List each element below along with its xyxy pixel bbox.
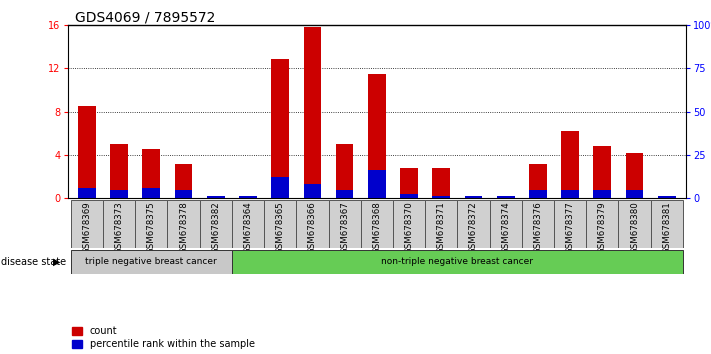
Text: triple negative breast cancer: triple negative breast cancer <box>85 257 217 267</box>
FancyBboxPatch shape <box>522 200 554 248</box>
Text: disease state: disease state <box>1 257 66 267</box>
FancyBboxPatch shape <box>457 200 490 248</box>
Text: GSM678370: GSM678370 <box>405 201 414 254</box>
Bar <box>368 171 385 198</box>
FancyBboxPatch shape <box>393 200 425 248</box>
FancyBboxPatch shape <box>328 200 360 248</box>
FancyBboxPatch shape <box>167 200 200 248</box>
Bar <box>432 196 450 198</box>
FancyBboxPatch shape <box>232 200 264 248</box>
Bar <box>110 144 128 198</box>
Bar <box>336 190 353 198</box>
Text: GSM678366: GSM678366 <box>308 201 317 254</box>
Text: GSM678376: GSM678376 <box>533 201 542 254</box>
Text: GSM678369: GSM678369 <box>82 201 92 254</box>
Bar <box>175 164 193 198</box>
Bar <box>529 190 547 198</box>
Bar <box>368 74 385 198</box>
Bar <box>142 188 160 198</box>
Bar <box>561 190 579 198</box>
Text: GSM678374: GSM678374 <box>501 201 510 254</box>
Text: GSM678367: GSM678367 <box>340 201 349 254</box>
Bar <box>304 184 321 198</box>
Bar <box>272 59 289 198</box>
Bar <box>400 194 418 198</box>
Bar <box>594 146 611 198</box>
Text: GSM678365: GSM678365 <box>276 201 284 254</box>
FancyBboxPatch shape <box>619 200 651 248</box>
FancyBboxPatch shape <box>200 200 232 248</box>
Bar <box>594 190 611 198</box>
FancyBboxPatch shape <box>651 200 683 248</box>
Bar <box>432 168 450 198</box>
Text: GSM678368: GSM678368 <box>373 201 381 254</box>
Text: GDS4069 / 7895572: GDS4069 / 7895572 <box>75 11 215 25</box>
Text: GSM678382: GSM678382 <box>211 201 220 254</box>
Bar <box>497 196 515 198</box>
Bar <box>464 196 482 198</box>
FancyBboxPatch shape <box>360 200 393 248</box>
FancyBboxPatch shape <box>71 200 103 248</box>
Bar <box>110 190 128 198</box>
Text: GSM678372: GSM678372 <box>469 201 478 254</box>
FancyBboxPatch shape <box>264 200 296 248</box>
Text: non-triple negative breast cancer: non-triple negative breast cancer <box>381 257 533 267</box>
FancyBboxPatch shape <box>554 200 587 248</box>
Text: GSM678379: GSM678379 <box>598 201 607 254</box>
Text: GSM678381: GSM678381 <box>662 201 671 254</box>
FancyBboxPatch shape <box>490 200 522 248</box>
Bar <box>561 131 579 198</box>
Bar <box>78 188 96 198</box>
Text: GSM678364: GSM678364 <box>243 201 252 254</box>
Bar <box>239 196 257 198</box>
FancyBboxPatch shape <box>71 250 232 274</box>
Bar <box>304 27 321 198</box>
Text: GSM678373: GSM678373 <box>114 201 124 254</box>
Bar <box>142 149 160 198</box>
Bar <box>207 196 225 198</box>
FancyBboxPatch shape <box>296 200 328 248</box>
Bar <box>658 196 675 198</box>
FancyBboxPatch shape <box>103 200 135 248</box>
Bar <box>336 144 353 198</box>
Bar <box>626 153 643 198</box>
Text: GSM678375: GSM678375 <box>146 201 156 254</box>
FancyBboxPatch shape <box>232 250 683 274</box>
Text: GSM678380: GSM678380 <box>630 201 639 254</box>
FancyBboxPatch shape <box>135 200 167 248</box>
Text: GSM678371: GSM678371 <box>437 201 446 254</box>
Bar <box>78 106 96 198</box>
Bar <box>175 190 193 198</box>
FancyBboxPatch shape <box>587 200 619 248</box>
Bar <box>626 190 643 198</box>
Text: GSM678378: GSM678378 <box>179 201 188 254</box>
FancyBboxPatch shape <box>425 200 457 248</box>
Bar <box>400 168 418 198</box>
Bar <box>529 164 547 198</box>
Legend: count, percentile rank within the sample: count, percentile rank within the sample <box>73 326 255 349</box>
Text: GSM678377: GSM678377 <box>566 201 574 254</box>
Text: ▶: ▶ <box>53 257 60 267</box>
Bar <box>272 177 289 198</box>
